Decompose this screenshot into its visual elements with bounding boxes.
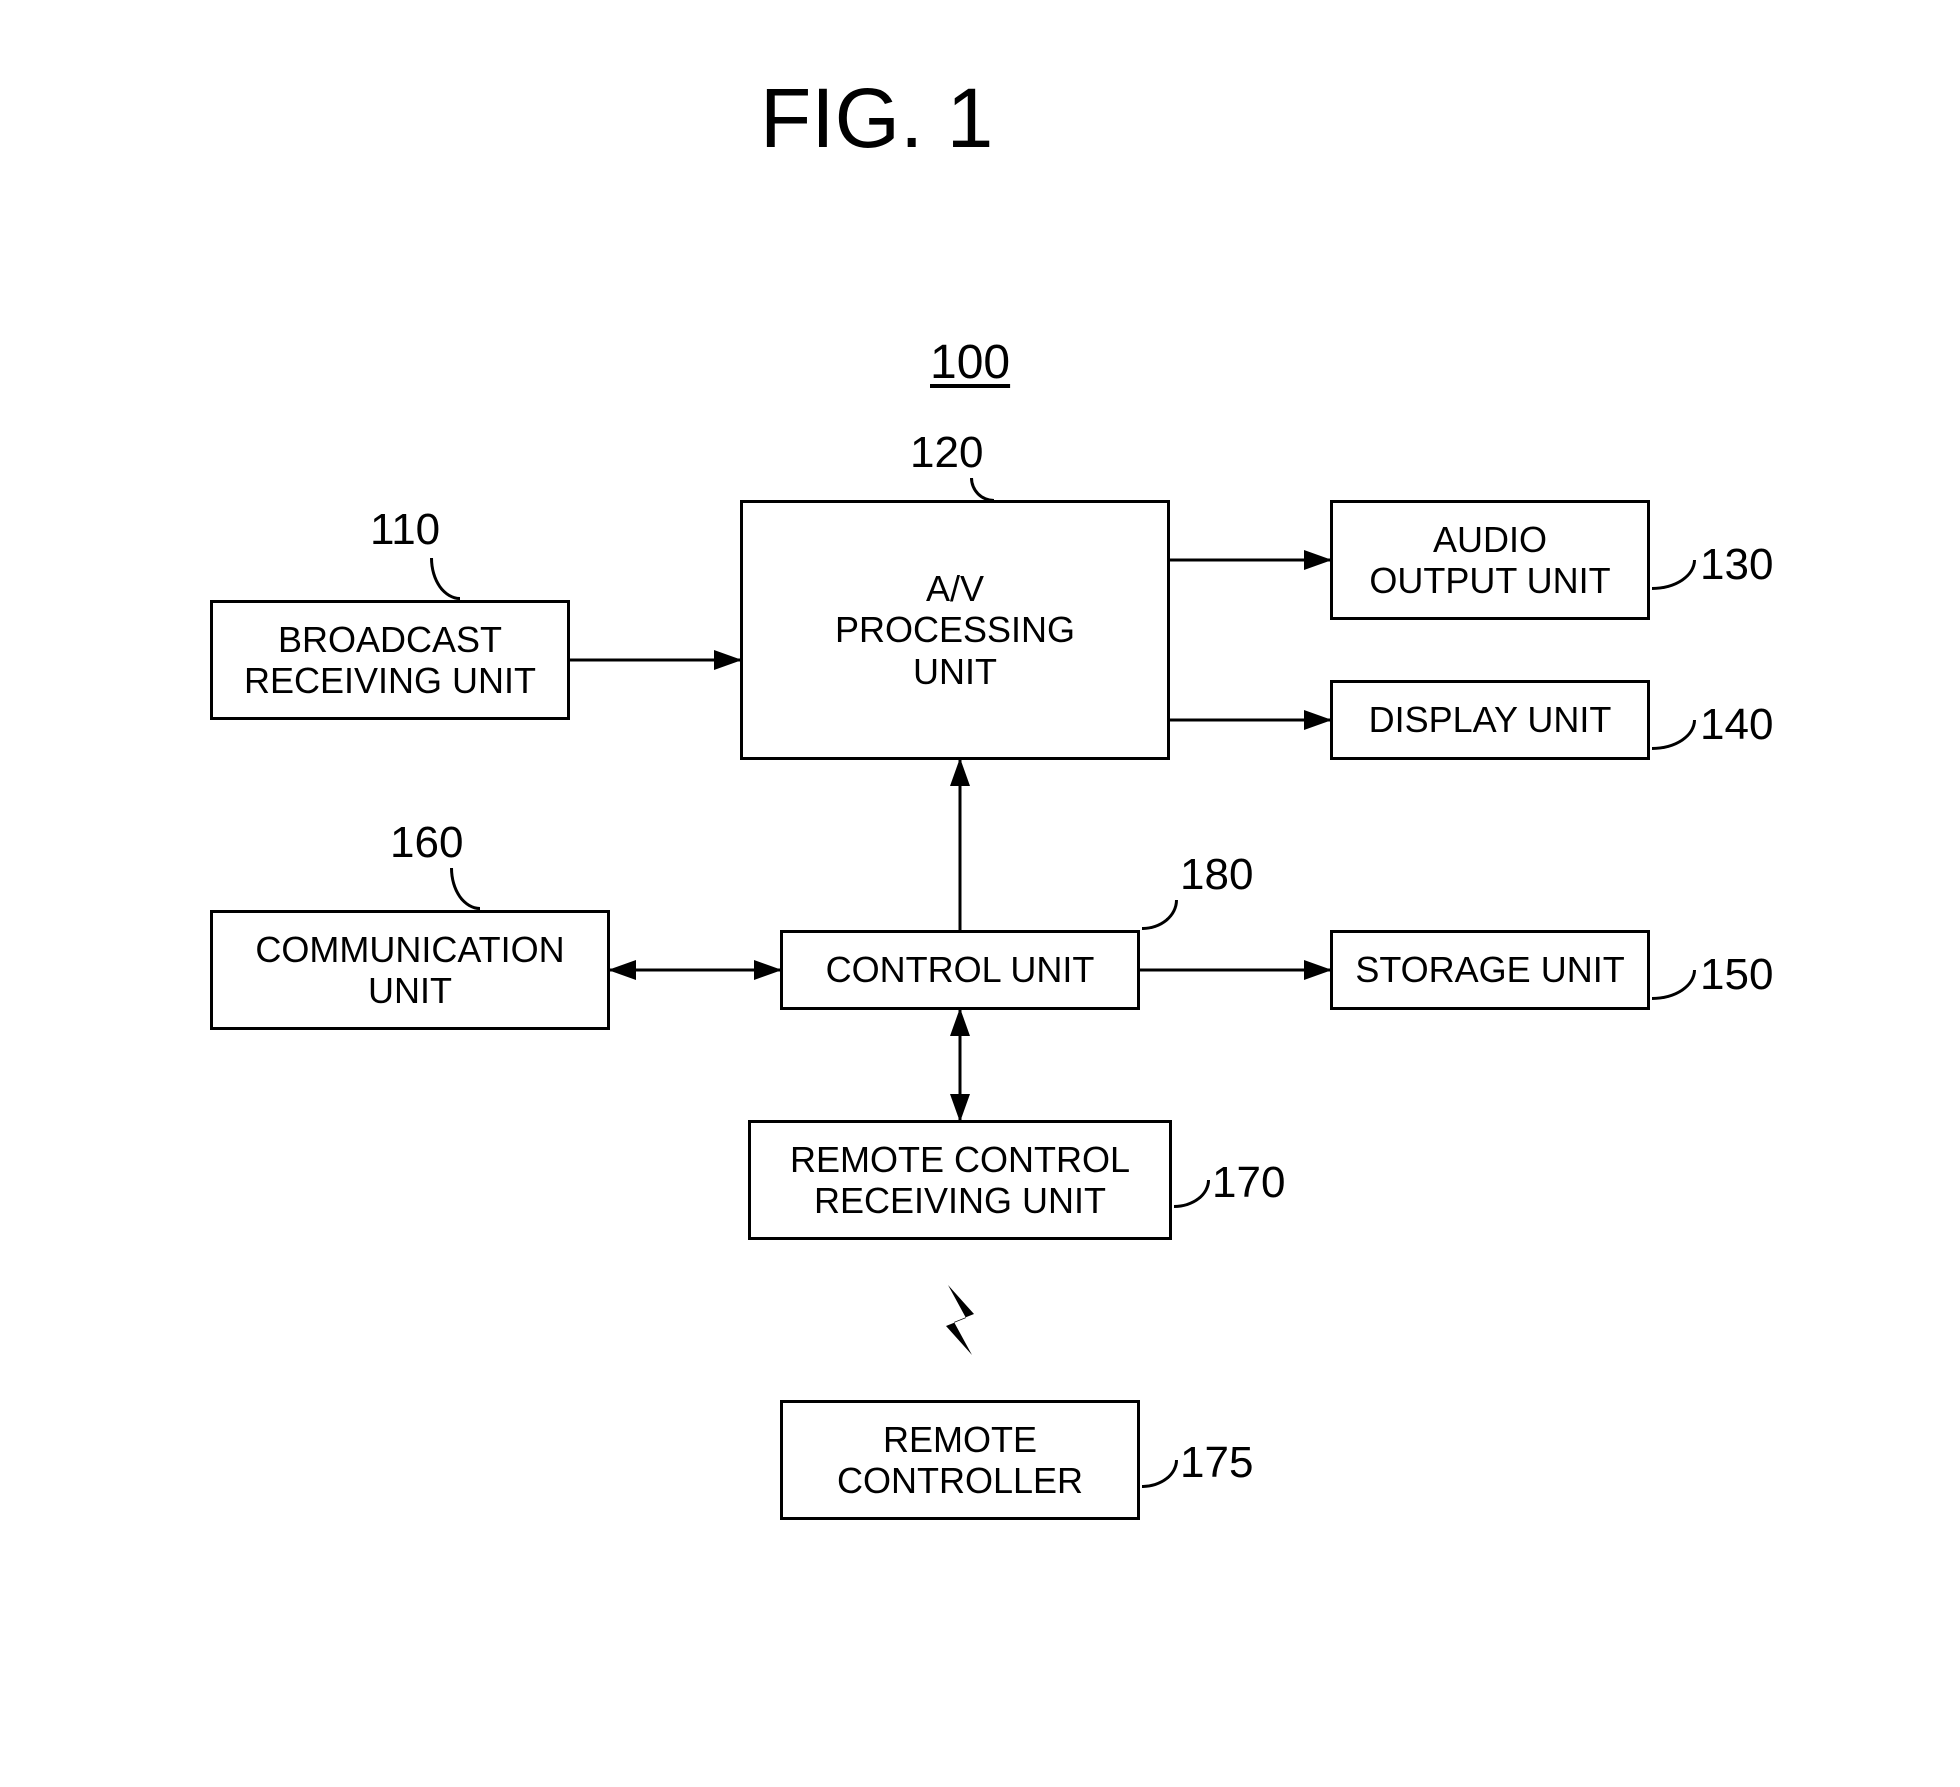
node-label: STORAGE UNIT — [1355, 949, 1624, 990]
node-av-processing-unit: A/VPROCESSINGUNIT — [740, 500, 1170, 760]
ref-130-lead — [1652, 560, 1696, 590]
node-label: AUDIOOUTPUT UNIT — [1369, 519, 1610, 602]
ref-140: 140 — [1700, 700, 1773, 750]
node-label: DISPLAY UNIT — [1369, 699, 1612, 740]
ref-110-lead — [430, 558, 460, 600]
node-remote-controller: REMOTECONTROLLER — [780, 1400, 1140, 1520]
node-remote-control-receiving-unit: REMOTE CONTROLRECEIVING UNIT — [748, 1120, 1172, 1240]
ref-170-lead — [1174, 1180, 1210, 1208]
ref-150: 150 — [1700, 950, 1773, 1000]
ref-110: 110 — [370, 505, 440, 555]
diagram-canvas: FIG. 1 100 BROADCASTRECEIVING UNIT A/VPR… — [0, 0, 1960, 1787]
ref-180-lead — [1142, 900, 1178, 930]
ref-130: 130 — [1700, 540, 1773, 590]
node-label: BROADCASTRECEIVING UNIT — [244, 619, 536, 702]
node-control-unit: CONTROL UNIT — [780, 930, 1140, 1010]
node-broadcast-receiving-unit: BROADCASTRECEIVING UNIT — [210, 600, 570, 720]
node-label: CONTROL UNIT — [826, 949, 1095, 990]
figure-title: FIG. 1 — [760, 70, 993, 167]
node-storage-unit: STORAGE UNIT — [1330, 930, 1650, 1010]
ref-170: 170 — [1212, 1158, 1285, 1208]
ref-160-lead — [450, 868, 480, 910]
node-label: COMMUNICATIONUNIT — [255, 929, 564, 1012]
node-label: REMOTECONTROLLER — [837, 1419, 1083, 1502]
ref-120-lead — [970, 478, 994, 502]
node-communication-unit: COMMUNICATIONUNIT — [210, 910, 610, 1030]
node-label: REMOTE CONTROLRECEIVING UNIT — [790, 1139, 1130, 1222]
ref-175-lead — [1142, 1460, 1178, 1488]
node-label: A/VPROCESSINGUNIT — [835, 568, 1075, 692]
system-ref-100: 100 — [930, 335, 1010, 390]
ref-120: 120 — [910, 428, 983, 478]
ref-150-lead — [1652, 970, 1696, 1000]
node-audio-output-unit: AUDIOOUTPUT UNIT — [1330, 500, 1650, 620]
ref-160: 160 — [390, 818, 463, 868]
ref-180: 180 — [1180, 850, 1253, 900]
ref-140-lead — [1652, 720, 1696, 750]
ref-175: 175 — [1180, 1438, 1253, 1488]
node-display-unit: DISPLAY UNIT — [1330, 680, 1650, 760]
